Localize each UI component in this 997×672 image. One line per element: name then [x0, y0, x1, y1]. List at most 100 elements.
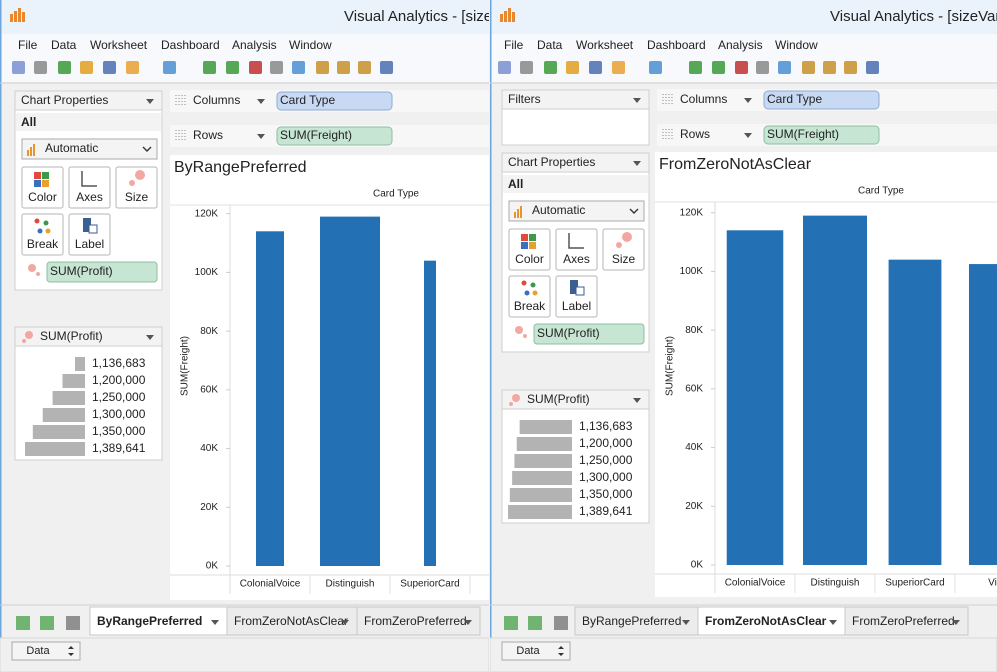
sheet-tab[interactable]	[697, 606, 846, 636]
y-tick-label: 100K	[195, 267, 219, 278]
y-tick-label: 0K	[206, 561, 219, 572]
toolbar-button[interactable]	[12, 61, 25, 74]
toolbar-button[interactable]	[544, 61, 557, 74]
legend-swatch	[508, 505, 572, 519]
dropdown-arrow	[633, 161, 641, 166]
toolbar-button[interactable]	[337, 61, 350, 74]
shelf-pill-label: SUM(Freight)	[767, 127, 839, 141]
dropdown-arrow	[682, 620, 690, 625]
toolbar-button[interactable]	[712, 61, 725, 74]
toolbar-button[interactable]	[270, 61, 283, 74]
toolbar-button[interactable]	[163, 61, 176, 74]
toolbar-button[interactable]	[802, 61, 815, 74]
menu-item[interactable]: Dashboard	[647, 38, 706, 52]
mark-type-icon	[514, 212, 516, 218]
toolbar-button[interactable]	[34, 61, 47, 74]
size-field-pill[interactable]	[533, 323, 645, 345]
toolbar-button[interactable]	[380, 61, 393, 74]
menu-item[interactable]: Worksheet	[90, 38, 148, 52]
sheet-tab[interactable]	[844, 606, 969, 636]
toolbar-button[interactable]	[203, 61, 216, 74]
property-button[interactable]	[555, 275, 598, 318]
dropdown-arrow	[211, 620, 219, 625]
property-button[interactable]	[68, 166, 111, 209]
size-field-pill[interactable]	[46, 261, 158, 283]
toolbar-button[interactable]	[358, 61, 371, 74]
toolbar-button[interactable]	[316, 61, 329, 74]
mark-type-dropdown[interactable]	[508, 200, 645, 222]
y-tick-label: 80K	[685, 325, 703, 336]
app-icon	[14, 11, 17, 22]
shelf-pill[interactable]	[276, 126, 393, 146]
toolbar-button[interactable]	[498, 61, 511, 74]
legend-label: 1,200,000	[579, 436, 633, 450]
toolbar-button[interactable]	[58, 61, 71, 74]
app-icon	[512, 12, 515, 22]
menu-item[interactable]: Data	[537, 38, 563, 52]
menu-item[interactable]: Data	[51, 38, 77, 52]
new-sheet-button[interactable]	[16, 616, 30, 630]
property-button[interactable]	[115, 166, 158, 209]
property-button[interactable]	[21, 166, 64, 209]
menu-item[interactable]: File	[504, 38, 524, 52]
sheet-tab[interactable]	[356, 606, 481, 636]
menu-item[interactable]: Dashboard	[161, 38, 220, 52]
toolbar-button[interactable]	[735, 61, 748, 74]
menu-item[interactable]: Worksheet	[576, 38, 634, 52]
toolbar-button[interactable]	[589, 61, 602, 74]
data-button[interactable]	[11, 641, 81, 661]
bar	[256, 231, 284, 566]
toolbar-button[interactable]	[292, 61, 305, 74]
legend-swatch	[516, 437, 572, 451]
toolbar-button[interactable]	[103, 61, 116, 74]
toolbar-button[interactable]	[80, 61, 93, 74]
mark-type-dropdown[interactable]	[21, 138, 158, 160]
property-button-label: Color	[515, 252, 544, 266]
toolbar-button[interactable]	[778, 61, 791, 74]
new-sheet-button[interactable]	[504, 616, 518, 630]
break-icon	[45, 228, 51, 234]
toolbar-button[interactable]	[756, 61, 769, 74]
bar	[726, 230, 784, 565]
new-sheet-button[interactable]	[66, 616, 80, 630]
toolbar-button[interactable]	[649, 61, 662, 74]
shelf-label: Rows	[193, 128, 223, 142]
menu-item[interactable]: Analysis	[232, 38, 277, 52]
legend-title: SUM(Profit)	[527, 392, 590, 406]
property-button[interactable]	[68, 213, 111, 256]
property-button[interactable]	[555, 228, 598, 271]
toolbar-button[interactable]	[844, 61, 857, 74]
toolbar-button[interactable]	[226, 61, 239, 74]
menu-item[interactable]: Window	[289, 38, 332, 52]
shelf-pill[interactable]	[276, 91, 393, 111]
toolbar-button[interactable]	[520, 61, 533, 74]
toolbar-button[interactable]	[126, 61, 139, 74]
shelf-pill[interactable]	[763, 125, 880, 145]
break-icon	[37, 228, 43, 234]
property-button[interactable]	[602, 228, 645, 271]
property-button[interactable]	[21, 213, 64, 256]
property-button[interactable]	[508, 275, 551, 318]
property-button[interactable]	[508, 228, 551, 271]
toolbar-button[interactable]	[866, 61, 879, 74]
break-icon	[521, 280, 527, 286]
new-sheet-button[interactable]	[554, 616, 568, 630]
data-button[interactable]	[501, 641, 571, 661]
shelf-pill[interactable]	[763, 90, 880, 110]
toolbar-button[interactable]	[689, 61, 702, 74]
mark-type-icon	[30, 147, 32, 156]
sheet-tab[interactable]	[89, 606, 228, 636]
toolbar-button[interactable]	[612, 61, 625, 74]
toolbar-button[interactable]	[249, 61, 262, 74]
data-button-label: Data	[516, 645, 540, 657]
toolbar-button[interactable]	[566, 61, 579, 74]
legend-icon	[512, 394, 520, 402]
menu-item[interactable]: File	[18, 38, 38, 52]
menu-item[interactable]: Window	[775, 38, 818, 52]
new-sheet-button[interactable]	[40, 616, 54, 630]
menu-item[interactable]: Analysis	[718, 38, 763, 52]
toolbar-button[interactable]	[823, 61, 836, 74]
new-sheet-button[interactable]	[528, 616, 542, 630]
legend-swatch	[62, 374, 85, 388]
